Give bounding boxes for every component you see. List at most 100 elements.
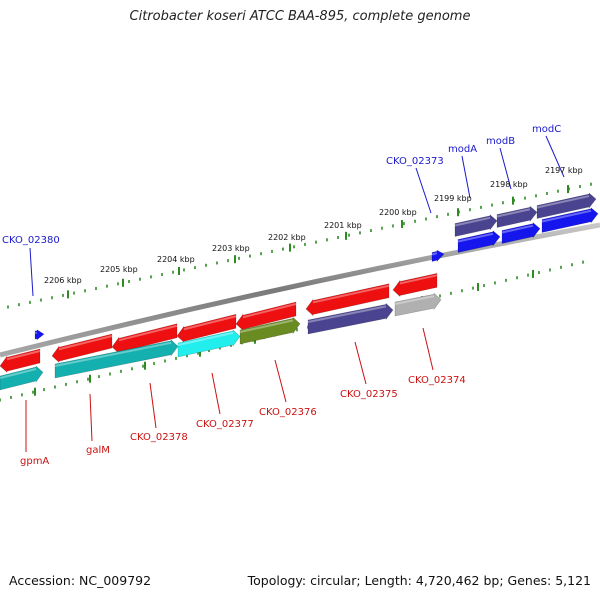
label-cko-02373: CKO_02373 — [386, 156, 444, 167]
lower-track-dot — [571, 263, 573, 267]
upper-track-dot — [326, 238, 328, 242]
gene-labels: CKO_02380 CKO_02373 modA modB modC gpmA galM CK… — [2, 124, 565, 467]
lower-track-dot — [142, 364, 144, 368]
lower-track-dot — [153, 362, 155, 366]
upper-track-dot — [381, 226, 383, 230]
lower-track-dot — [120, 369, 122, 373]
upper-track-dot — [293, 245, 295, 249]
kbp-tick-label: 2201 kbp — [324, 221, 362, 230]
upper-track-dot — [557, 189, 559, 193]
upper-track-dot — [524, 196, 526, 200]
accession-label: Accession: NC_009792 — [9, 573, 152, 588]
upper-track-dot — [139, 277, 141, 281]
lower-track-major-tick — [532, 269, 534, 278]
gene-gpma-block — [0, 365, 44, 391]
upper-track-dot — [359, 231, 361, 235]
lower-track-dot — [76, 380, 78, 384]
lower-track-dot — [494, 281, 496, 285]
upper-track-dot — [337, 235, 339, 239]
kbp-tick-label: 2204 kbp — [157, 255, 195, 264]
kbp-tick-label: 2203 kbp — [212, 244, 250, 253]
upper-track-dot — [502, 201, 504, 205]
gene-modb-blue-arrow — [501, 222, 541, 244]
label-modc: modC — [532, 124, 561, 135]
upper-track-major-tick — [289, 243, 291, 252]
label-cko-02373-leader — [415, 167, 432, 214]
lower-track-dot — [296, 328, 298, 332]
gene-modc-arrow — [536, 192, 597, 219]
label-cko-02375-leader — [354, 341, 367, 385]
upper-track-major-tick — [401, 220, 403, 229]
upper-track-major-tick — [457, 208, 459, 217]
kbp-tick-label: 2199 kbp — [434, 194, 472, 203]
lower-track-major-tick — [144, 361, 146, 370]
upper-track-dot — [40, 298, 42, 302]
label-cko-02377: CKO_02377 — [196, 419, 254, 430]
lower-track-dot — [43, 388, 45, 392]
genome-backbone — [0, 222, 600, 358]
upper-track-dot — [403, 222, 405, 226]
upper-track-dot — [194, 266, 196, 270]
label-cko-02380: CKO_02380 — [2, 235, 60, 246]
upper-track-dot — [227, 259, 229, 263]
kbp-tick-label: 2205 kbp — [100, 265, 138, 274]
lower-track-dot — [208, 349, 210, 353]
lower-track-dot — [219, 346, 221, 350]
kbp-tick-label: 2198 kbp — [490, 180, 528, 189]
upper-track-dot — [62, 293, 64, 297]
upper-track-dot — [480, 205, 482, 209]
lower-track-dot — [538, 271, 540, 275]
upper-track-dot — [590, 182, 592, 186]
upper-track-dot — [205, 263, 207, 267]
lower-track-dot — [527, 273, 529, 277]
label-galm-leader — [89, 393, 93, 442]
upper-track-dot — [271, 249, 273, 253]
upper-track-major-tick — [178, 266, 180, 275]
upper-track-dot — [546, 191, 548, 195]
upper-track-dot — [95, 286, 97, 290]
upper-track-dot — [249, 254, 251, 258]
upper-track-major-tick — [67, 290, 69, 299]
upper-track-dot — [172, 270, 174, 274]
gene-modb-arrow — [496, 205, 538, 228]
label-cko-02374: CKO_02374 — [408, 375, 466, 386]
kbp-tick-labels: 2206 kbp 2205 kbp 2204 kbp 2203 kbp 2202 kbp… — [44, 166, 583, 285]
gene-cko-02380-arrow — [34, 329, 45, 341]
label-cko-02376: CKO_02376 — [259, 407, 317, 418]
upper-track-major-tick — [122, 278, 124, 287]
upper-track-dot — [51, 296, 53, 300]
kbp-tick-label: 2197 kbp — [545, 166, 583, 175]
upper-track-dot — [579, 185, 581, 189]
upper-track-major-tick — [345, 231, 347, 240]
upper-track-dot — [117, 282, 119, 286]
label-cko-02376-leader — [274, 359, 287, 403]
gene-galm-block — [54, 339, 179, 379]
gene-gpma-arrow — [0, 348, 41, 373]
label-modb-leader — [499, 147, 512, 190]
upper-track-dot — [260, 252, 262, 256]
gene-modc-blue-arrow — [541, 207, 599, 233]
upper-track-dot — [84, 289, 86, 293]
gene-cko-02375-arrow — [305, 283, 390, 317]
label-gpma: gpmA — [20, 456, 49, 467]
upper-track-major-tick — [234, 255, 236, 264]
gene-cko-02377-block — [177, 329, 241, 358]
upper-track-dot — [73, 291, 75, 295]
label-cko-02378-leader — [149, 382, 157, 429]
upper-track-dot — [7, 305, 9, 309]
upper-track-dot — [238, 256, 240, 260]
kbp-tick-label: 2202 kbp — [268, 233, 306, 242]
lower-track-dot — [21, 393, 23, 397]
lower-track-dot — [461, 289, 463, 293]
lower-track-dot — [164, 359, 166, 363]
gene-moda-blue-arrow — [457, 230, 501, 253]
upper-track-dot — [282, 247, 284, 251]
lower-track-dot — [439, 294, 441, 298]
lower-track-dot — [98, 375, 100, 379]
label-cko-02375: CKO_02375 — [340, 389, 398, 400]
upper-track-dot — [150, 275, 152, 279]
upper-track-dot — [29, 300, 31, 304]
upper-track-major-tick — [512, 196, 514, 205]
lower-track-major-tick — [199, 348, 201, 357]
